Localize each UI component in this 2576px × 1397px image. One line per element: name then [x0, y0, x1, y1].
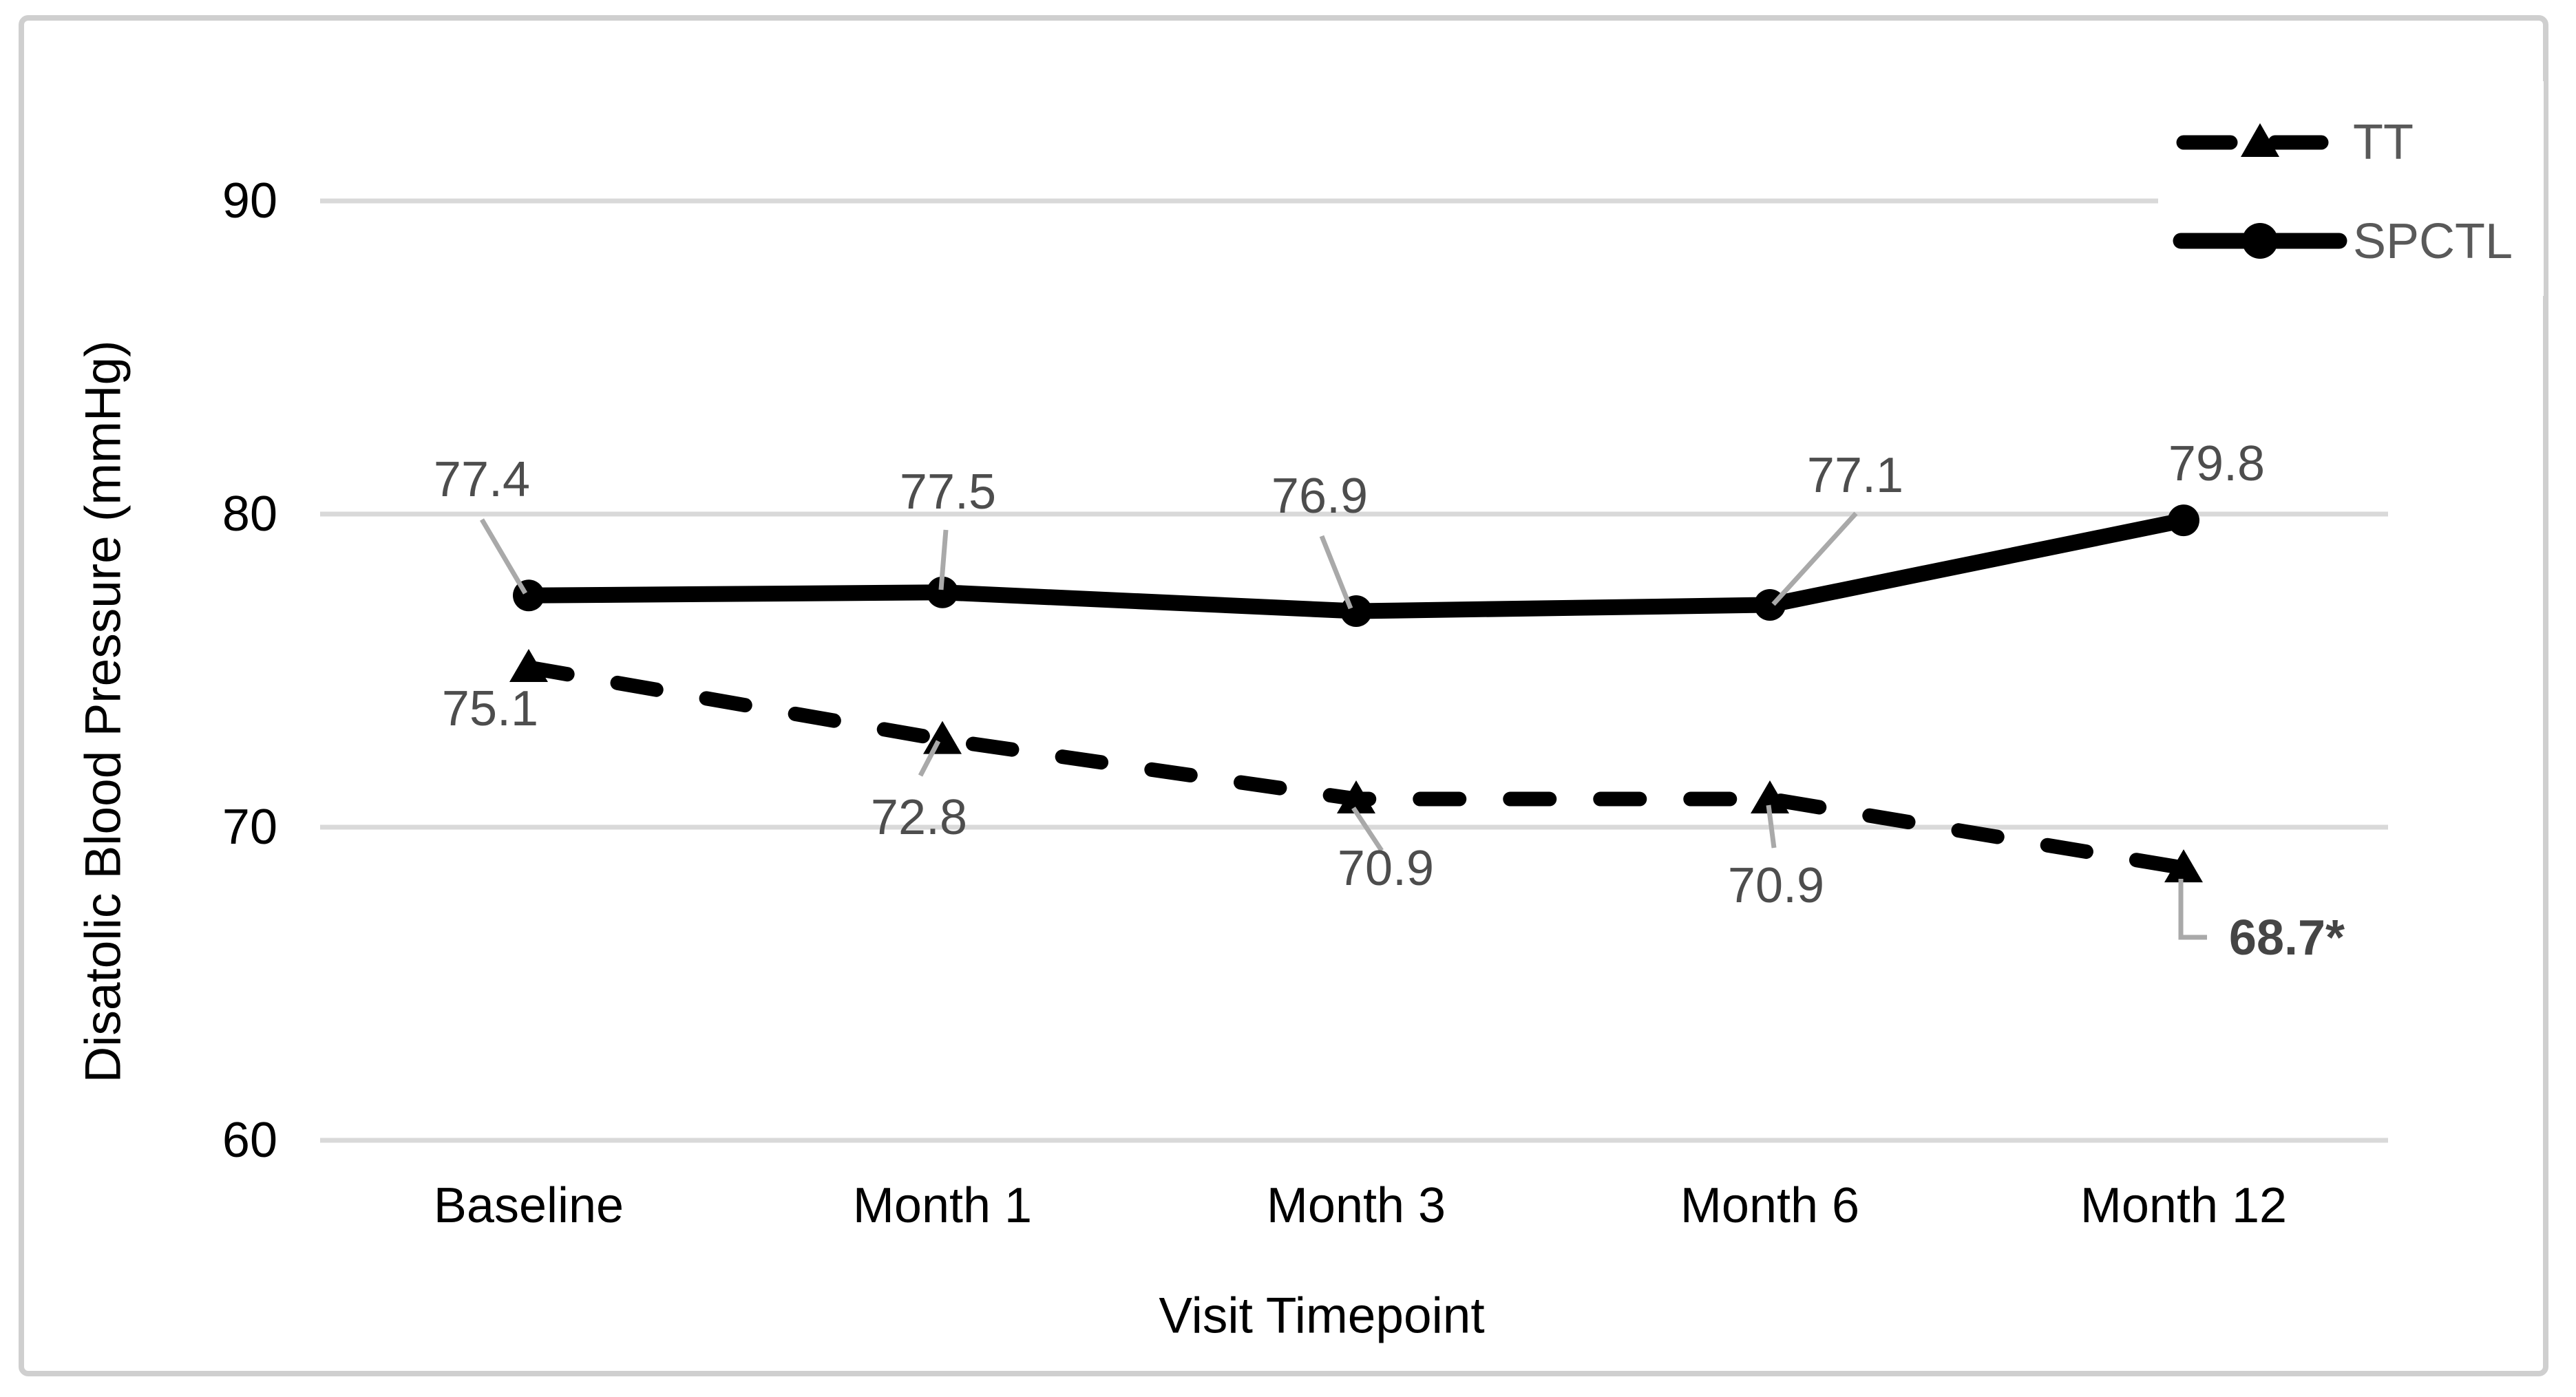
- leader-tt-month-6: [1766, 804, 1777, 849]
- y-axis-tick-labels: 90 80 70 60: [222, 173, 277, 1168]
- y-tick-80: 80: [222, 487, 277, 542]
- data-label-tt-baseline: 75.1: [442, 681, 538, 736]
- y-tick-70: 70: [222, 800, 277, 855]
- data-label-spctl-month-1: 77.5: [900, 465, 996, 520]
- x-axis-category-labels: Baseline Month 1 Month 3 Month 6 Month 12: [434, 1178, 2287, 1233]
- tt-marker-baseline: [509, 648, 548, 682]
- leader-spctl-month-6: [1771, 511, 1858, 606]
- tt-marker-month-1: [923, 721, 962, 754]
- legend: TT SPCTL: [2173, 115, 2513, 269]
- data-label-spctl-month-3: 76.9: [1271, 469, 1368, 524]
- spctl-marker-month-1: [927, 576, 958, 608]
- gridlines: [320, 198, 2388, 1143]
- y-tick-90: 90: [222, 173, 277, 228]
- leader-spctl-baseline: [479, 518, 528, 595]
- data-label-tt-month-1: 72.8: [871, 790, 967, 845]
- figure-border: [19, 15, 2548, 1376]
- x-category-month-6: Month 6: [1680, 1178, 1859, 1233]
- tt-triangle-marker-icon: [2241, 123, 2279, 157]
- y-axis-title: Disatolic Blood Pressure (mmHg): [76, 340, 131, 1083]
- leader-spctl-month-1: [938, 529, 949, 590]
- data-label-tt-month-12: 68.7*: [2229, 910, 2345, 966]
- tt-line: [521, 660, 2191, 875]
- data-label-tt-month-6: 70.9: [1728, 858, 1824, 913]
- legend-item-tt: TT: [2176, 115, 2414, 170]
- data-label-spctl-month-12: 79.8: [2168, 436, 2265, 491]
- y-tick-60: 60: [222, 1113, 277, 1168]
- tt-marker-month-6: [1751, 780, 1789, 814]
- data-label-spctl-baseline: 77.4: [434, 452, 530, 507]
- data-label-spctl-month-6: 77.1: [1807, 448, 1903, 503]
- x-category-baseline: Baseline: [434, 1178, 624, 1233]
- leader-spctl-month-3: [1319, 535, 1353, 610]
- leader-tt-month-3: [1351, 807, 1384, 852]
- series-markers: [509, 504, 2203, 883]
- data-label-tt-month-3: 70.9: [1338, 841, 1434, 896]
- x-category-month-12: Month 12: [2080, 1178, 2287, 1233]
- x-category-month-3: Month 3: [1267, 1178, 1446, 1233]
- data-labels: 77.4 77.5 76.9 77.1 79.8 75.1 72.8 70.9 70.9 68.7…: [434, 436, 2345, 966]
- x-category-month-1: Month 1: [853, 1178, 1032, 1233]
- tt-marker-month-3: [1337, 780, 1375, 814]
- spctl-circle-marker-icon: [2242, 223, 2278, 259]
- spctl-marker-month-12: [2168, 504, 2199, 537]
- legend-label-tt: TT: [2353, 115, 2414, 170]
- data-label-leader-lines: [479, 511, 2207, 940]
- leader-tt-month-12: [2178, 879, 2207, 940]
- x-axis-title: Visit Timepoint: [1159, 1288, 1484, 1344]
- tt-marker-month-12: [2164, 849, 2203, 883]
- leader-tt-month-1: [918, 740, 941, 777]
- legend-label-spctl: SPCTL: [2353, 214, 2513, 269]
- legend-background: [2158, 81, 2544, 296]
- legend-item-spctl: SPCTL: [2173, 214, 2513, 269]
